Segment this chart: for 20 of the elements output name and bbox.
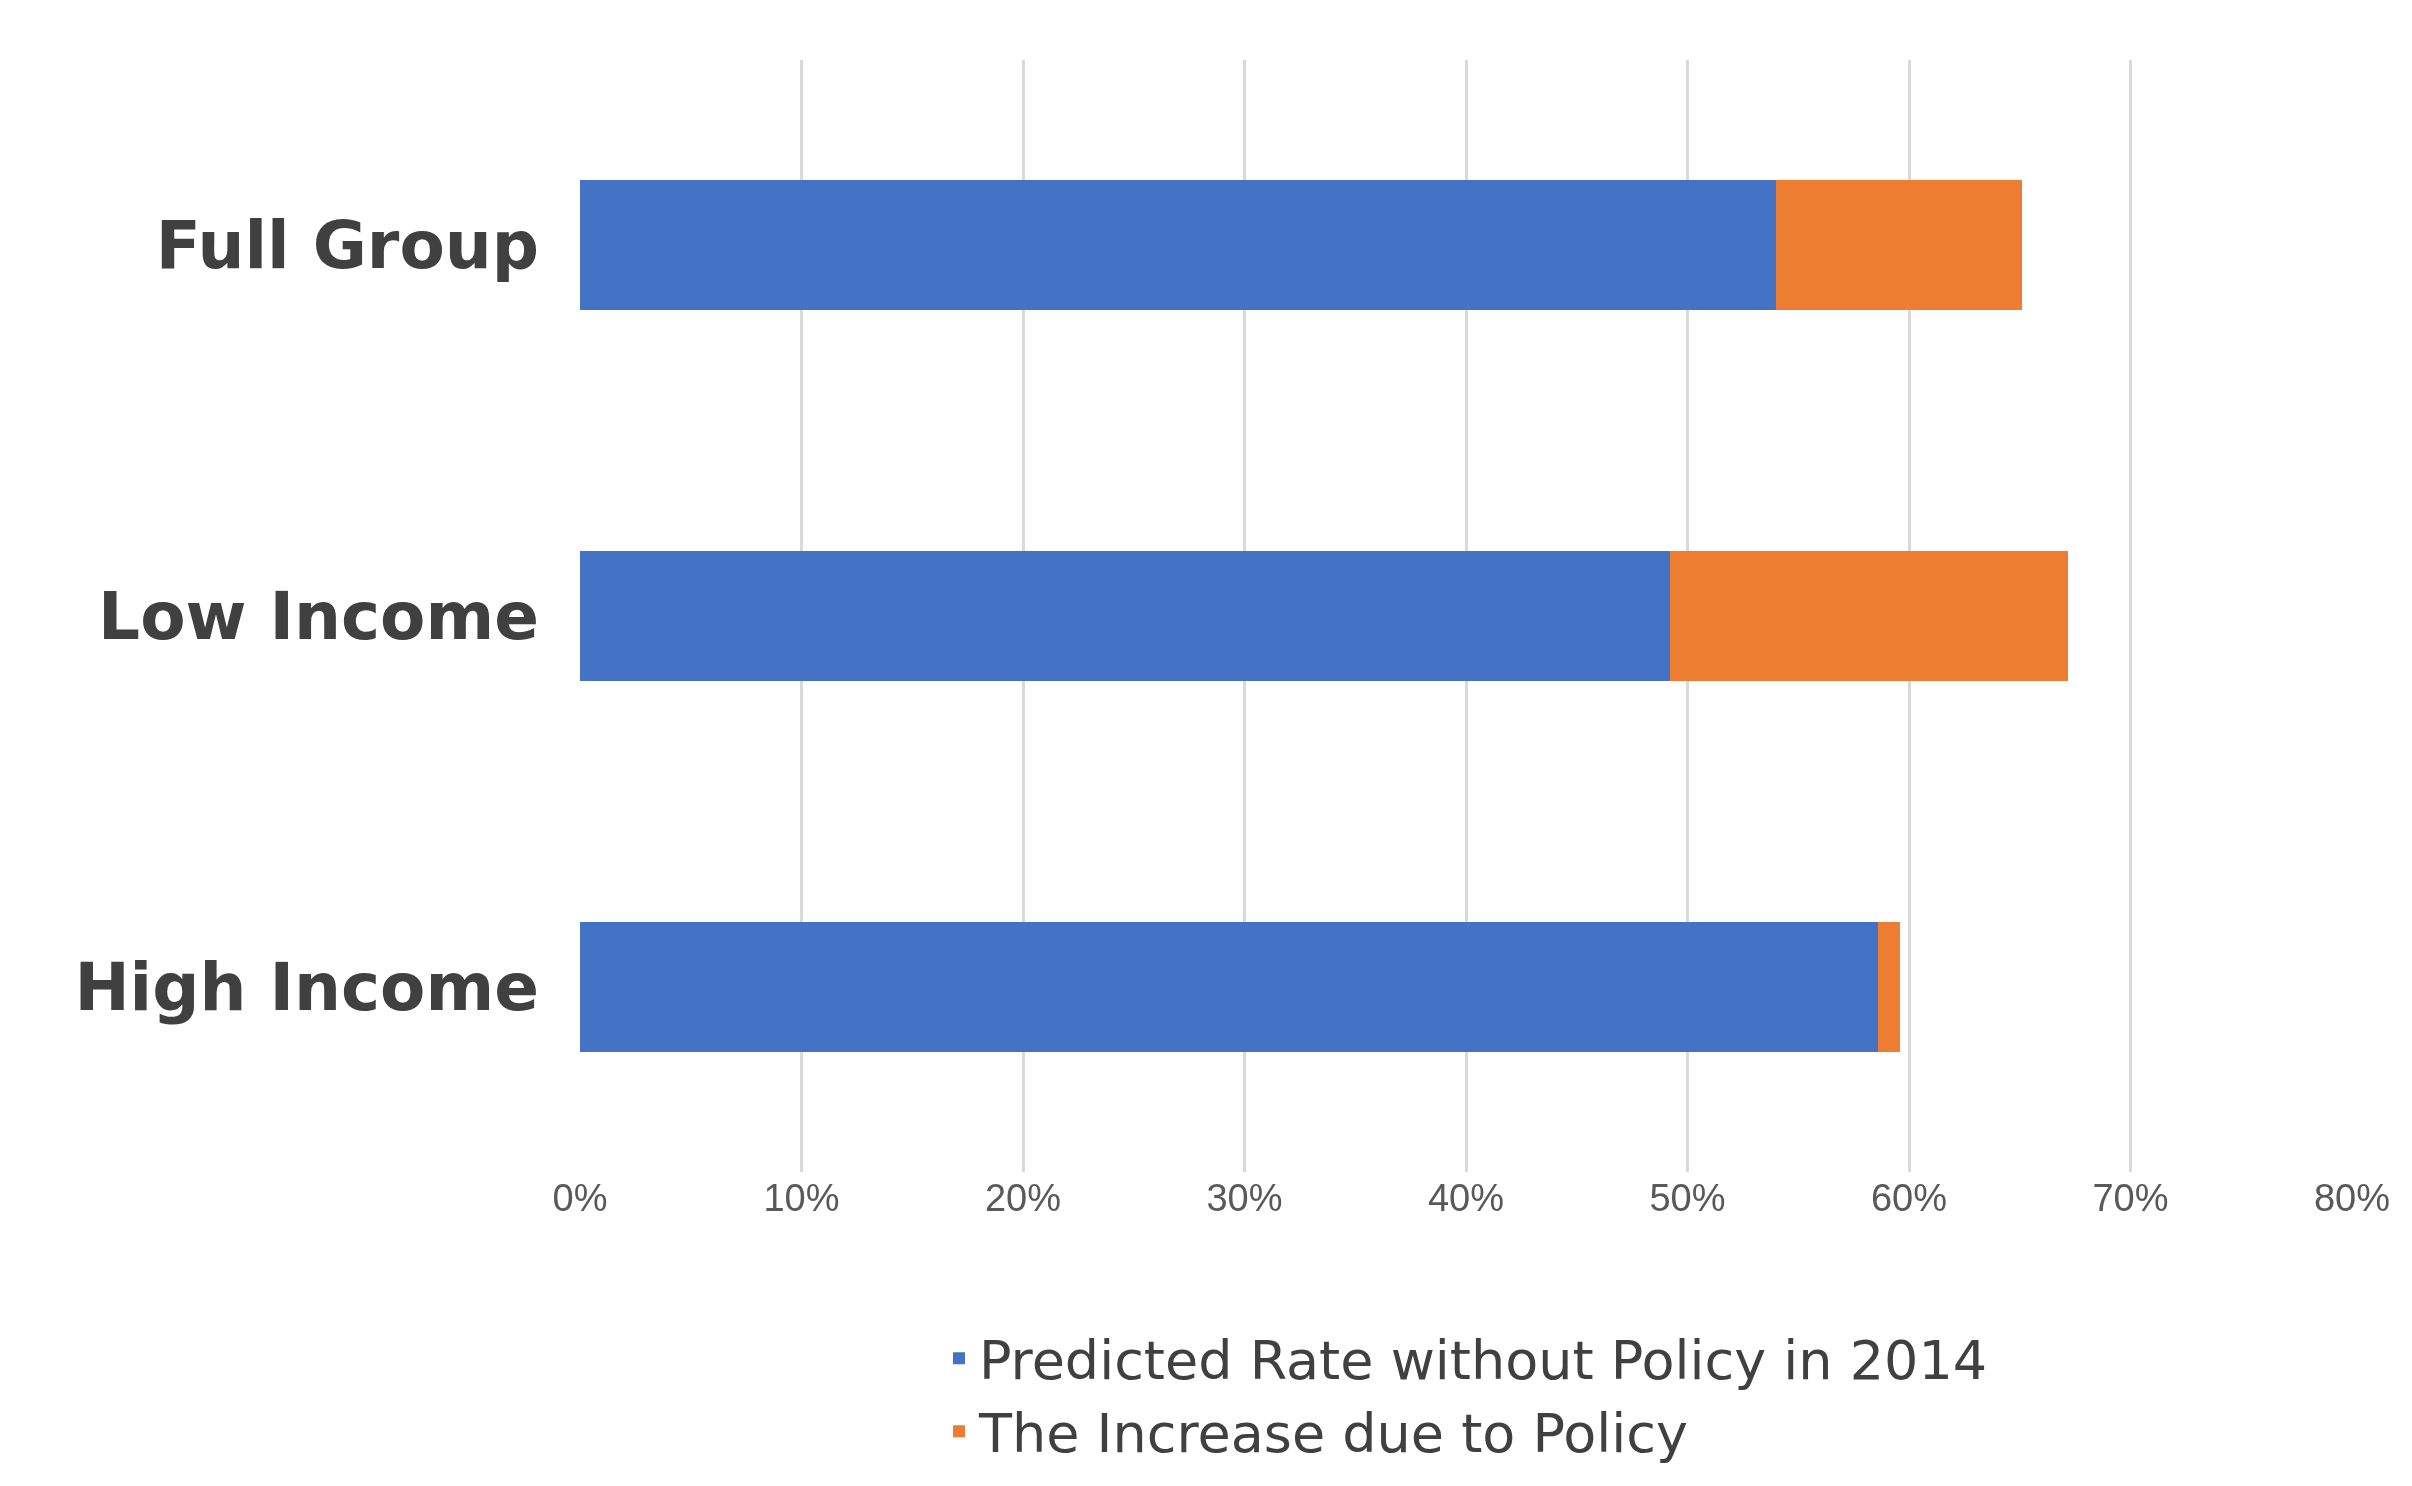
y-tick-label: Low Income bbox=[98, 578, 539, 656]
bar bbox=[580, 551, 1670, 681]
x-tick-label: 70% bbox=[2092, 1177, 2169, 1219]
x-tick-label: 30% bbox=[1206, 1177, 1283, 1219]
y-tick-label: Full Group bbox=[155, 207, 539, 285]
x-tick-label: 10% bbox=[763, 1177, 840, 1219]
bar bbox=[1776, 180, 2022, 311]
x-tick-label: 60% bbox=[1870, 1177, 1948, 1219]
x-tick-label: 20% bbox=[984, 1177, 1062, 1219]
bar bbox=[580, 921, 1878, 1052]
bar bbox=[580, 180, 1777, 311]
legend-label: Predicted Rate without Policy in 2014 bbox=[979, 1329, 1988, 1393]
x-tick-label: 50% bbox=[1649, 1177, 1726, 1219]
bar bbox=[1877, 921, 1901, 1052]
x-tick-label: 40% bbox=[1427, 1177, 1505, 1219]
bar bbox=[1669, 551, 2069, 681]
x-tick-label: 80% bbox=[2313, 1177, 2391, 1219]
x-tick-label: 0% bbox=[552, 1177, 608, 1219]
y-tick-label: High Income bbox=[74, 948, 539, 1026]
legend-label: The Increase due to Policy bbox=[978, 1402, 1688, 1466]
